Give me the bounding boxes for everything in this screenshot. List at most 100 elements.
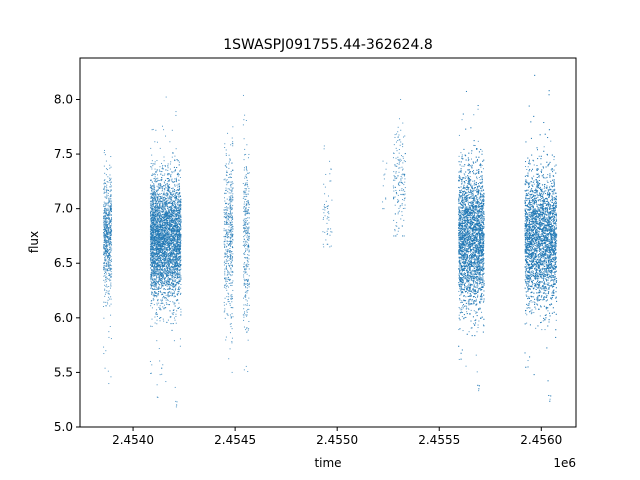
data-point bbox=[176, 214, 178, 216]
data-point bbox=[169, 197, 171, 199]
data-point bbox=[175, 247, 177, 249]
data-point bbox=[104, 235, 106, 237]
data-point bbox=[110, 243, 112, 245]
data-point bbox=[165, 261, 167, 263]
data-point bbox=[150, 239, 152, 241]
data-point bbox=[154, 212, 156, 214]
data-point bbox=[156, 284, 158, 286]
data-point bbox=[161, 190, 163, 192]
data-point bbox=[154, 197, 156, 199]
data-point bbox=[168, 262, 169, 264]
data-point bbox=[163, 218, 165, 220]
data-point bbox=[160, 225, 162, 227]
data-point bbox=[167, 293, 169, 295]
data-point bbox=[158, 219, 160, 221]
data-point bbox=[177, 246, 179, 248]
data-point bbox=[106, 196, 108, 198]
data-point bbox=[169, 271, 171, 273]
data-point bbox=[105, 250, 107, 252]
data-point bbox=[152, 245, 154, 247]
data-point bbox=[104, 239, 106, 241]
data-point bbox=[149, 231, 151, 233]
data-point bbox=[171, 292, 173, 294]
data-point bbox=[165, 271, 167, 273]
data-point bbox=[164, 208, 166, 210]
data-point bbox=[154, 216, 156, 218]
data-point bbox=[174, 159, 176, 161]
data-point bbox=[164, 279, 166, 281]
data-point bbox=[154, 195, 156, 197]
data-point bbox=[152, 216, 154, 218]
data-point bbox=[169, 249, 171, 251]
data-point bbox=[154, 231, 156, 233]
data-point bbox=[172, 266, 174, 268]
data-point bbox=[153, 304, 155, 306]
data-point bbox=[164, 182, 166, 184]
data-point bbox=[109, 213, 111, 215]
data-point bbox=[150, 250, 152, 252]
data-point bbox=[151, 269, 153, 271]
data-point bbox=[104, 236, 106, 238]
data-point bbox=[157, 299, 159, 301]
data-point bbox=[173, 296, 175, 298]
data-point bbox=[155, 278, 157, 280]
data-point bbox=[109, 233, 111, 235]
data-point bbox=[156, 215, 158, 217]
data-point bbox=[152, 210, 154, 212]
data-point bbox=[151, 248, 153, 250]
data-point bbox=[151, 226, 153, 228]
data-point bbox=[172, 246, 174, 248]
data-point bbox=[154, 271, 156, 273]
data-point bbox=[179, 269, 181, 271]
data-point bbox=[169, 240, 171, 242]
data-point bbox=[160, 275, 162, 277]
data-point bbox=[174, 224, 176, 226]
data-point bbox=[110, 235, 112, 237]
data-point bbox=[162, 274, 164, 276]
data-point bbox=[111, 244, 113, 246]
data-point bbox=[178, 250, 180, 252]
data-point bbox=[110, 207, 112, 209]
data-point bbox=[168, 268, 170, 270]
data-point bbox=[180, 277, 182, 279]
data-point bbox=[110, 228, 112, 230]
data-point bbox=[155, 269, 157, 271]
data-point bbox=[166, 241, 168, 243]
data-point bbox=[163, 241, 165, 243]
data-point bbox=[106, 233, 108, 235]
data-point bbox=[153, 203, 155, 205]
data-point bbox=[150, 224, 152, 226]
data-point bbox=[152, 239, 154, 241]
data-point bbox=[153, 219, 155, 221]
data-point bbox=[151, 302, 153, 304]
data-point bbox=[158, 241, 160, 243]
data-point bbox=[165, 201, 167, 203]
data-point bbox=[178, 179, 180, 181]
data-point bbox=[109, 231, 111, 233]
data-point bbox=[174, 230, 176, 232]
data-point bbox=[152, 235, 154, 237]
data-point bbox=[154, 226, 156, 228]
data-point bbox=[104, 207, 106, 209]
data-point bbox=[150, 197, 152, 199]
data-point bbox=[105, 209, 107, 211]
data-point bbox=[158, 245, 160, 247]
data-point bbox=[178, 272, 180, 274]
data-point bbox=[162, 254, 164, 256]
data-point bbox=[166, 226, 168, 228]
data-point bbox=[153, 262, 155, 264]
data-point bbox=[169, 237, 171, 239]
data-point bbox=[168, 173, 170, 175]
data-point bbox=[162, 245, 164, 247]
data-point bbox=[169, 272, 171, 274]
data-point bbox=[175, 400, 177, 402]
data-point bbox=[161, 201, 163, 203]
data-point bbox=[165, 193, 167, 195]
data-point bbox=[150, 218, 152, 220]
data-point bbox=[106, 262, 108, 264]
data-point bbox=[179, 248, 181, 250]
data-point bbox=[153, 272, 155, 274]
data-point bbox=[180, 264, 182, 266]
data-point bbox=[156, 225, 158, 227]
data-point bbox=[155, 181, 157, 183]
